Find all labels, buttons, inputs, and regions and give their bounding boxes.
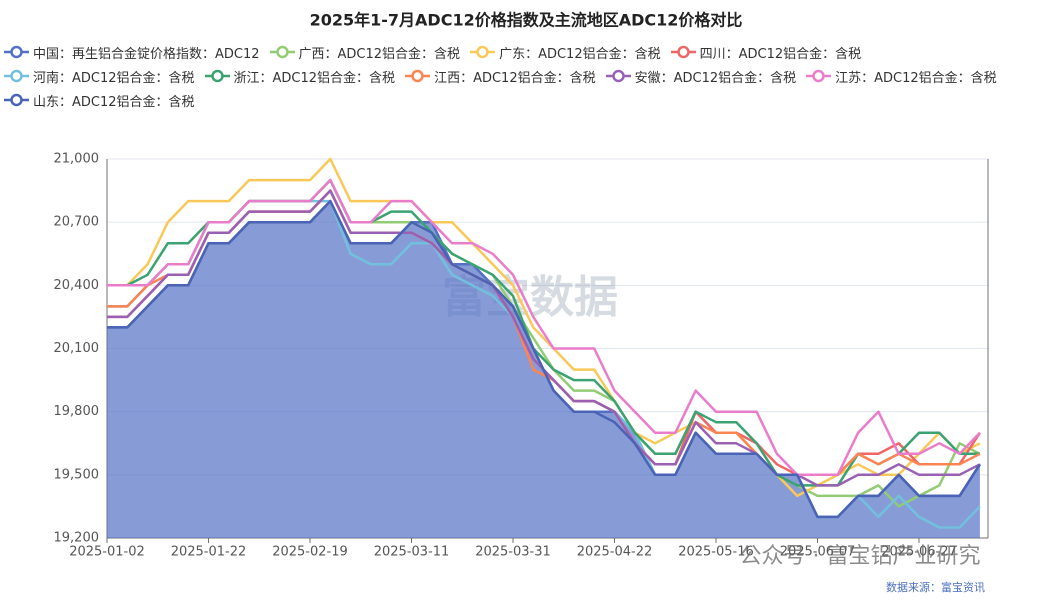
y-tick-label: 19,800 bbox=[54, 404, 100, 419]
legend-dot bbox=[676, 45, 690, 59]
legend-icon bbox=[4, 45, 29, 59]
legend-icon bbox=[605, 69, 631, 83]
legend-label: 河南：ADC12铝合金：含税 bbox=[33, 70, 195, 86]
legend-item[interactable]: 广东：ADC12铝合金：含税 bbox=[470, 40, 661, 64]
legend-label: 浙江：ADC12铝合金：含税 bbox=[233, 70, 396, 86]
legend-dot bbox=[10, 93, 23, 107]
legend-dot bbox=[10, 69, 23, 83]
legend-item[interactable]: 山东：ADC12铝合金：含税 bbox=[4, 88, 195, 112]
legend-dot bbox=[275, 45, 289, 59]
legend-icon bbox=[405, 69, 431, 83]
legend-label: 广西：ADC12铝合金：含税 bbox=[298, 46, 461, 62]
legend-label: 广东：ADC12铝合金：含税 bbox=[499, 46, 661, 62]
series-area bbox=[107, 201, 980, 538]
legend-item[interactable]: 江苏：ADC12铝合金：含税 bbox=[806, 64, 997, 88]
legend-dot bbox=[210, 69, 224, 83]
y-tick-label: 20,700 bbox=[54, 215, 100, 230]
legend-item[interactable]: 河南：ADC12铝合金：含税 bbox=[4, 64, 195, 88]
series-line bbox=[107, 199, 981, 519]
y-tick-label: 19,200 bbox=[54, 531, 100, 546]
legend-icon bbox=[4, 93, 29, 107]
y-tick-label: 21,000 bbox=[54, 152, 100, 167]
legend-dot bbox=[411, 69, 424, 83]
x-tick-label: 2025-02-19 bbox=[272, 545, 348, 560]
legend-icon bbox=[806, 69, 832, 83]
legend-item[interactable]: 安徽：ADC12铝合金：含税 bbox=[605, 64, 797, 88]
x-tick-label: 2025-03-11 bbox=[374, 545, 450, 560]
legend-dot bbox=[10, 45, 23, 59]
x-tick-label: 2025-04-22 bbox=[577, 545, 653, 560]
legend-item[interactable]: 浙江：ADC12铝合金：含税 bbox=[204, 64, 396, 88]
legend-label: 安徽：ADC12铝合金：含税 bbox=[634, 70, 797, 86]
legend-label: 江西：ADC12铝合金：含税 bbox=[434, 70, 596, 86]
watermark-2: 公众号 · 富宝铝产业研究 bbox=[740, 544, 981, 569]
legend-icon bbox=[470, 45, 496, 59]
x-tick-label: 2025-05-16 bbox=[678, 545, 754, 560]
series-line bbox=[107, 178, 981, 477]
x-tick-label: 2025-01-22 bbox=[171, 545, 247, 560]
legend-icon bbox=[204, 69, 230, 83]
x-tick-label: 2025-06-27 bbox=[881, 545, 957, 560]
legend-icon bbox=[4, 69, 29, 83]
legend-icon bbox=[670, 45, 696, 59]
y-tick-label: 20,100 bbox=[54, 341, 100, 356]
legend-dot bbox=[476, 45, 489, 59]
legend-icon bbox=[269, 45, 295, 59]
legend-dot bbox=[812, 69, 825, 83]
y-tick-label: 19,500 bbox=[54, 467, 100, 482]
legend-item[interactable]: 江西：ADC12铝合金：含税 bbox=[405, 64, 596, 88]
x-tick-label: 2025-01-02 bbox=[69, 545, 145, 560]
legend-label: 江苏：ADC12铝合金：含税 bbox=[835, 70, 997, 86]
source: 数据来源：富宝资讯 bbox=[886, 580, 985, 594]
legend-item[interactable]: 广西：ADC12铝合金：含税 bbox=[269, 40, 461, 64]
y-tick-label: 20,400 bbox=[54, 278, 100, 293]
x-tick-label: 2025-06-07 bbox=[780, 545, 856, 560]
legend-label: 中国：再生铝合金锭价格指数：ADC12 bbox=[33, 46, 260, 62]
chart-title: 2025年1-7月ADC12价格指数及主流地区ADC12价格对比 bbox=[310, 11, 743, 30]
legend-dot bbox=[611, 69, 625, 83]
series-line bbox=[107, 157, 981, 498]
legend-item[interactable]: 中国：再生铝合金锭价格指数：ADC12 bbox=[4, 40, 260, 64]
x-tick-label: 2025-03-31 bbox=[475, 545, 551, 560]
legend-label: 四川：ADC12铝合金：含税 bbox=[699, 46, 862, 62]
legend: 中国：再生铝合金锭价格指数：ADC12 广西：ADC12铝合金：含税 广东：ADC1… bbox=[4, 40, 1053, 112]
legend-label: 山东：ADC12铝合金：含税 bbox=[33, 94, 195, 110]
legend-item[interactable]: 四川：ADC12铝合金：含税 bbox=[670, 40, 862, 64]
